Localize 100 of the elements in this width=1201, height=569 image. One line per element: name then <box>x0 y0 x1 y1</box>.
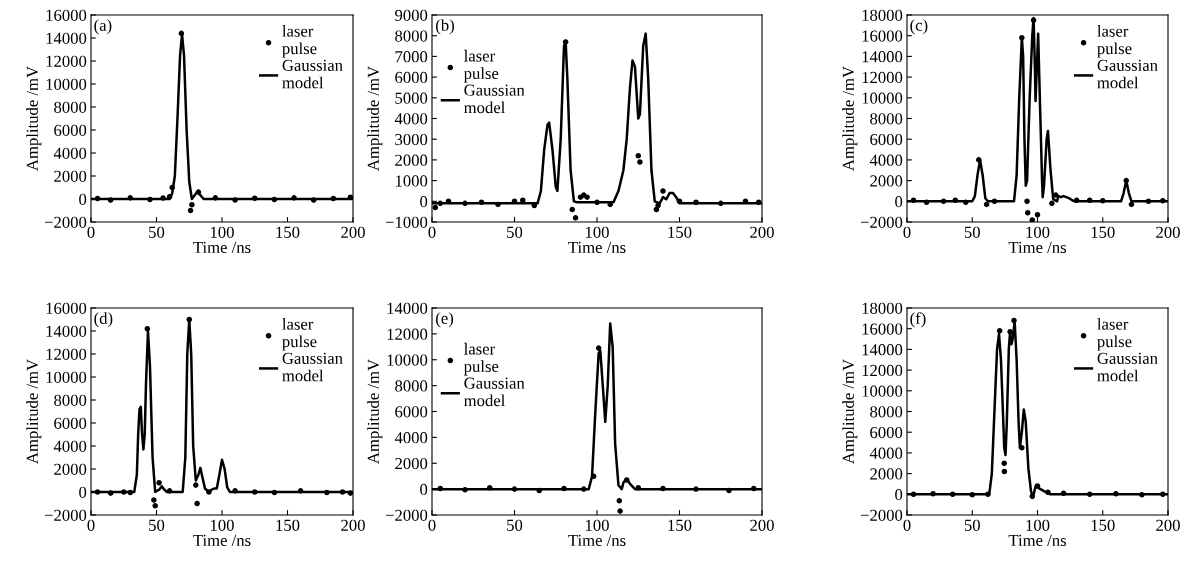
x-tick-label: 100 <box>585 519 609 531</box>
y-tick-label: 6000 <box>870 133 903 146</box>
legend-label: laser pulse <box>463 49 499 83</box>
point <box>536 487 543 494</box>
x-tick-label: 200 <box>341 519 365 531</box>
point <box>1019 34 1025 41</box>
legend-label: Gaussian model <box>1097 59 1158 89</box>
y-tick-label: 4000 <box>394 432 428 444</box>
point <box>1160 198 1166 204</box>
point <box>1052 192 1059 198</box>
x-tick-label: 0 <box>903 519 911 531</box>
legend-label: Gaussian model <box>464 377 525 407</box>
x-tick-label: 150 <box>1091 226 1115 238</box>
point <box>561 485 567 492</box>
point <box>1034 211 1041 218</box>
x-axis-title: Time /ns <box>193 534 251 547</box>
point <box>107 490 114 496</box>
y-tick-label: 2000 <box>395 457 428 470</box>
y-axis-title: Amplitude /mV <box>367 66 383 171</box>
point <box>194 500 200 507</box>
x-tick-label: 50 <box>964 519 980 531</box>
point <box>1030 17 1037 23</box>
point <box>910 197 917 204</box>
x-tick-label: 50 <box>507 226 523 238</box>
y-tick-label: 2000 <box>54 463 87 475</box>
legend-label: Gaussian model <box>1097 352 1158 382</box>
point <box>189 201 195 208</box>
legend-label: Gaussian model <box>282 59 343 89</box>
point <box>271 489 278 496</box>
point <box>1139 492 1145 498</box>
y-tick-label: 4000 <box>53 440 87 452</box>
x-axis-title: Time /ns <box>568 241 626 254</box>
point <box>693 199 699 206</box>
annotation: (d) <box>94 312 113 328</box>
y-tick-label: 2000 <box>54 170 87 182</box>
point <box>330 195 337 202</box>
point <box>1024 198 1030 205</box>
point <box>635 485 642 491</box>
point <box>291 195 297 201</box>
point <box>1034 483 1041 489</box>
legend-label: Gaussian model <box>464 84 525 114</box>
point <box>339 489 346 495</box>
y-tick-label: 14000 <box>862 51 903 63</box>
y-tick-label: −2000 <box>44 216 87 228</box>
y-tick-label: 6000 <box>54 417 87 429</box>
x-tick-label: 50 <box>149 226 165 238</box>
legend-label: laser pulse <box>282 25 317 58</box>
x-tick-label: 150 <box>276 226 300 238</box>
point <box>755 199 762 206</box>
point <box>310 197 317 203</box>
point <box>152 503 158 509</box>
point <box>572 215 579 221</box>
x-tick-label: 50 <box>964 226 980 238</box>
legend-label: laser pulse <box>463 342 499 376</box>
y-tick-label: 8000 <box>395 30 428 42</box>
y-tick-label: 8000 <box>870 406 903 418</box>
y-tick-label: 6000 <box>395 406 428 418</box>
point <box>923 199 930 206</box>
point <box>562 39 569 45</box>
annotation: (b) <box>436 19 454 35</box>
point <box>1045 489 1051 496</box>
y-tick-label: −2000 <box>860 509 903 521</box>
annotation: (e) <box>436 312 454 328</box>
y-tick-label: 10000 <box>46 371 87 383</box>
y-tick-label: 14000 <box>387 302 428 314</box>
point <box>726 487 732 494</box>
point <box>1029 493 1036 500</box>
y-tick-label: −1000 <box>385 216 428 228</box>
point <box>107 197 114 203</box>
point <box>462 200 468 207</box>
x-tick-label: 200 <box>750 226 774 238</box>
legend-label: laser pulse <box>1097 25 1132 58</box>
y-axis-title: Amplitude /mV <box>367 359 383 464</box>
y-tick-label: 16000 <box>862 323 903 335</box>
point <box>1001 468 1008 475</box>
x-tick-label: 150 <box>276 519 300 531</box>
y-tick-label: −2000 <box>385 509 428 521</box>
y-tick-label: 16000 <box>46 302 87 314</box>
y-axis-title: Amplitude /mV <box>26 66 42 171</box>
point <box>94 489 101 495</box>
point <box>1086 197 1093 204</box>
x-tick-label: 0 <box>428 226 436 238</box>
point <box>717 200 724 207</box>
annotation: (f) <box>910 312 926 328</box>
point <box>1086 491 1093 498</box>
point <box>595 345 602 351</box>
point <box>983 201 990 208</box>
point <box>975 157 982 163</box>
point <box>212 195 219 201</box>
point <box>186 316 193 323</box>
y-tick-label: 2000 <box>870 175 903 187</box>
point <box>581 486 587 492</box>
point <box>486 485 493 491</box>
point <box>232 488 238 494</box>
y-tick-label: 18000 <box>862 9 903 21</box>
point <box>1128 201 1135 208</box>
point <box>1007 329 1013 335</box>
point <box>949 491 956 498</box>
x-tick-label: 0 <box>428 519 436 531</box>
point <box>676 198 683 205</box>
